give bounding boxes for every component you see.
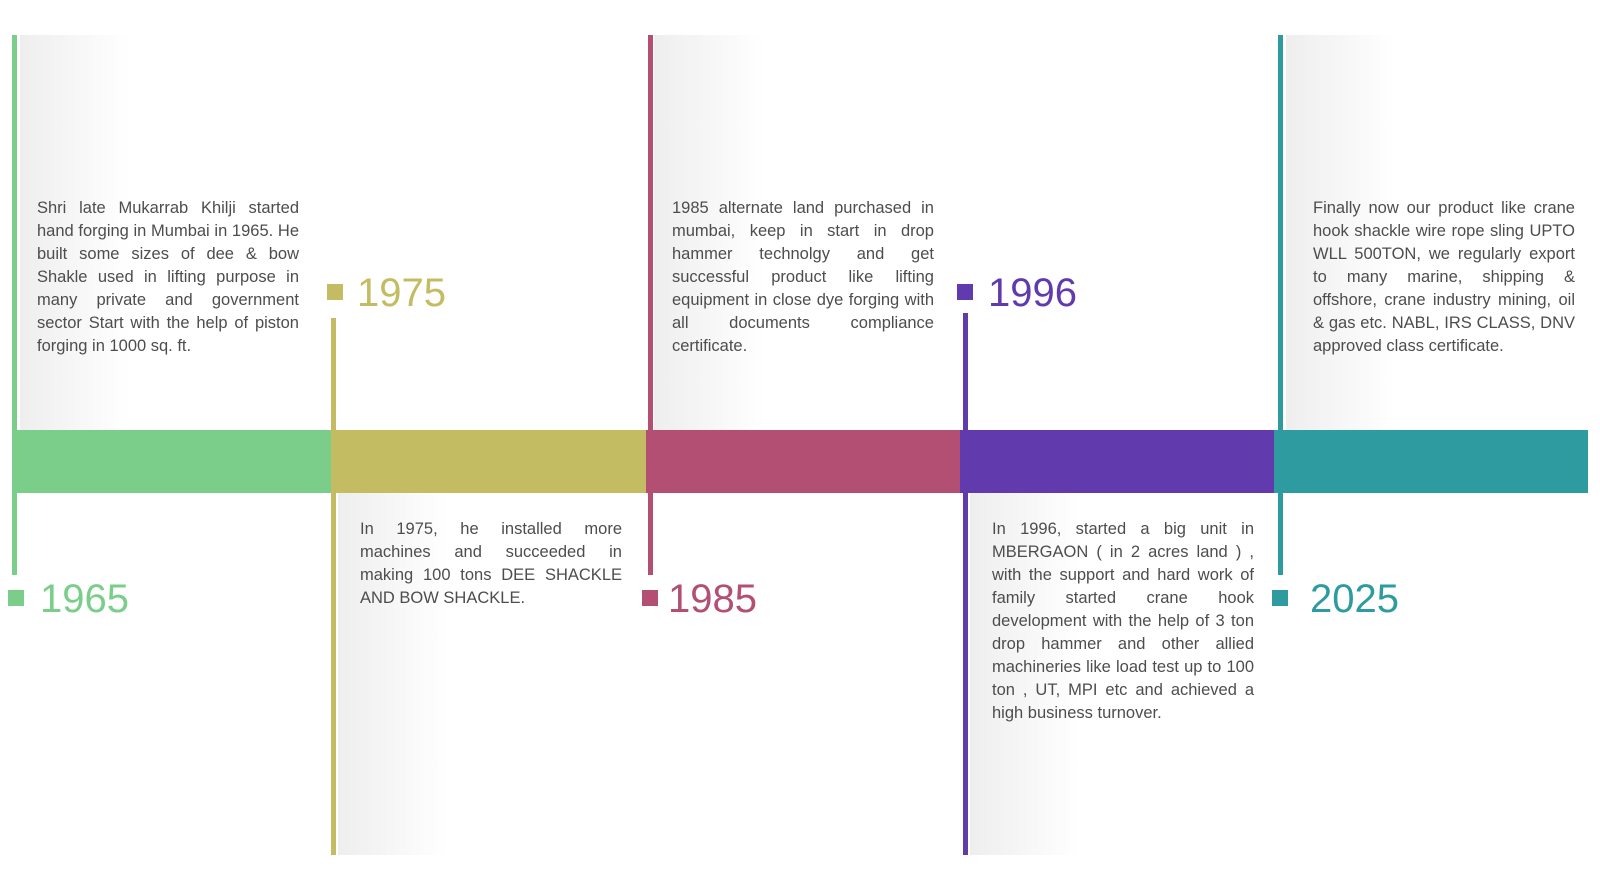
- milestone-description-1985: 1985 alternate land purchased in mumbai,…: [672, 199, 934, 355]
- timeline-segment-1985: [646, 430, 960, 493]
- timeline-segment-1996: [960, 430, 1274, 493]
- timeline-segment-2025: [1274, 430, 1588, 493]
- year-label-1975: 1975: [357, 271, 446, 315]
- timeline-segment-1975: [332, 430, 646, 493]
- marker-1996: [957, 284, 973, 300]
- year-label-1965: 1965: [40, 577, 129, 621]
- shade-1965: [20, 35, 130, 430]
- marker-1965: [8, 590, 24, 606]
- milestone-description-1975: In 1975, he installed more machines and …: [360, 520, 622, 607]
- milestone-description-2025: Finally now our product like crane hook …: [1313, 199, 1575, 355]
- marker-2025: [1272, 590, 1288, 606]
- shade-1975: [338, 493, 448, 855]
- shade-1985: [654, 35, 764, 430]
- year-label-2025: 2025: [1310, 577, 1399, 621]
- connector-line-1975: [331, 318, 336, 855]
- connector-line-1996: [963, 313, 968, 855]
- timeline-segment-1965: [12, 430, 332, 493]
- milestone-description-1965: Shri late Mukarrab Khilji started hand f…: [37, 199, 299, 355]
- milestone-description-1996: In 1996, started a big unit in MBERGAON …: [992, 520, 1254, 722]
- year-label-1996: 1996: [988, 271, 1077, 315]
- shade-1996: [970, 493, 1080, 855]
- shade-2025: [1286, 35, 1396, 430]
- year-label-1985: 1985: [668, 577, 757, 621]
- connector-line-1965: [12, 35, 17, 575]
- connector-line-2025: [1278, 35, 1283, 575]
- marker-1975: [327, 284, 343, 300]
- connector-line-1985: [648, 35, 653, 575]
- marker-1985: [642, 590, 658, 606]
